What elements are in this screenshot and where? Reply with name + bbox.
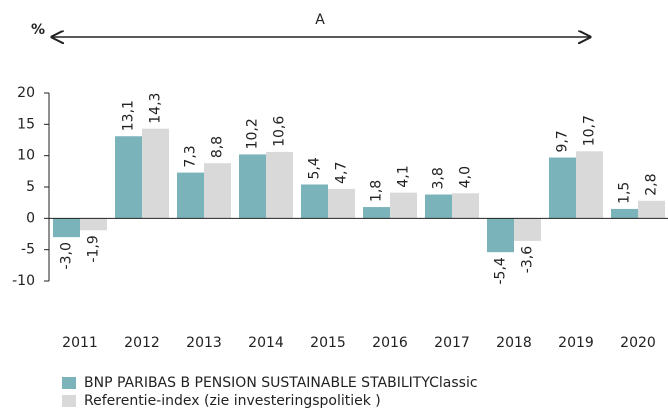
bar bbox=[177, 172, 204, 219]
bar bbox=[452, 193, 479, 219]
value-label: 9,7 bbox=[555, 130, 571, 152]
bar bbox=[425, 194, 452, 219]
y-tick-label: 15 bbox=[17, 116, 35, 132]
y-tick-label: 0 bbox=[26, 210, 35, 226]
value-label: 4,0 bbox=[458, 166, 474, 188]
bar bbox=[487, 218, 514, 253]
value-label: 2,8 bbox=[644, 174, 660, 196]
bar bbox=[328, 188, 355, 219]
value-label: -3,0 bbox=[59, 242, 75, 269]
value-label: 13,1 bbox=[121, 100, 137, 131]
bar bbox=[514, 218, 541, 241]
value-label: 5,4 bbox=[307, 157, 323, 179]
legend-swatch bbox=[62, 395, 76, 407]
legend-label: Referentie-index (zie investeringspoliti… bbox=[84, 393, 381, 409]
x-tick-label: 2020 bbox=[620, 335, 656, 351]
legend-swatch bbox=[62, 377, 76, 389]
y-tick-label: 5 bbox=[26, 179, 35, 195]
value-label: -1,9 bbox=[86, 235, 102, 262]
x-tick-label: 2012 bbox=[124, 335, 160, 351]
bar bbox=[576, 151, 603, 219]
x-tick-label: 2015 bbox=[310, 335, 346, 351]
y-tick-label: 20 bbox=[17, 85, 35, 101]
x-tick-label: 2013 bbox=[186, 335, 222, 351]
bar bbox=[204, 163, 231, 219]
value-label: 8,8 bbox=[210, 136, 226, 158]
y-unit-label: % bbox=[31, 22, 45, 38]
annotation: A bbox=[315, 12, 325, 28]
value-label: -5,4 bbox=[493, 257, 509, 284]
value-label: 10,7 bbox=[582, 115, 598, 146]
y-tick-label: -10 bbox=[12, 273, 35, 289]
x-tick-label: 2016 bbox=[372, 335, 408, 351]
x-tick-label: 2017 bbox=[434, 335, 470, 351]
legend-label: BNP PARIBAS B PENSION SUSTAINABLE STABIL… bbox=[84, 375, 478, 391]
value-label: 7,3 bbox=[183, 145, 199, 167]
value-label: 14,3 bbox=[148, 93, 164, 124]
y-tick-label: 10 bbox=[17, 148, 35, 164]
bar bbox=[80, 218, 107, 231]
bar bbox=[115, 136, 142, 219]
x-tick-label: 2019 bbox=[558, 335, 594, 351]
bar bbox=[611, 208, 638, 219]
value-label: 1,8 bbox=[369, 180, 385, 202]
bar bbox=[390, 192, 417, 219]
bar bbox=[363, 207, 390, 219]
x-tick-label: 2014 bbox=[248, 335, 284, 351]
bar bbox=[53, 218, 80, 238]
bar bbox=[549, 157, 576, 219]
bar bbox=[638, 200, 665, 219]
value-label: 4,7 bbox=[334, 162, 350, 184]
y-tick-label: -5 bbox=[21, 242, 35, 258]
bar bbox=[142, 128, 169, 219]
x-tick-label: 2018 bbox=[496, 335, 532, 351]
bar bbox=[301, 184, 328, 219]
bar bbox=[266, 151, 293, 219]
value-label: 10,2 bbox=[245, 118, 261, 149]
value-label: -3,6 bbox=[520, 246, 536, 273]
value-label: 1,5 bbox=[617, 182, 633, 204]
value-label: 10,6 bbox=[272, 116, 288, 147]
x-tick-label: 2011 bbox=[62, 335, 98, 351]
value-label: 4,1 bbox=[396, 165, 412, 187]
bar bbox=[239, 154, 266, 219]
value-label: 3,8 bbox=[431, 167, 447, 189]
